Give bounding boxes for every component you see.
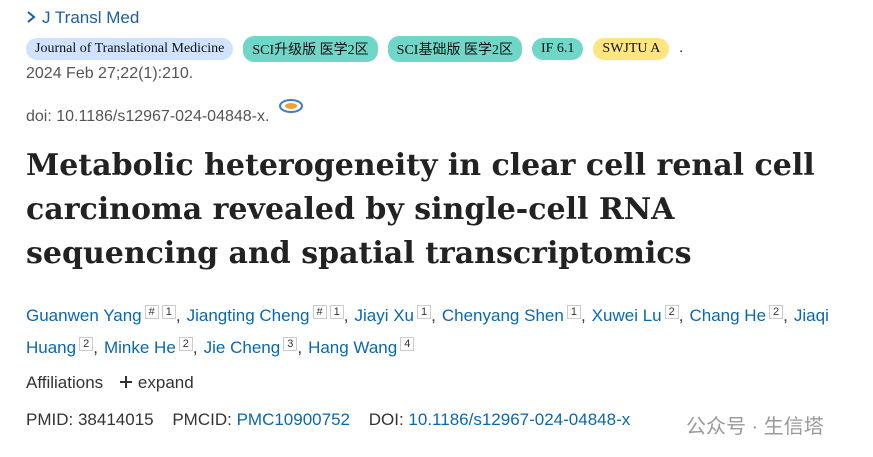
badge[interactable]: SCI升级版 医学2区 [243,36,378,62]
badge[interactable]: Journal of Translational Medicine [26,38,234,60]
author-name[interactable]: Xuwei Lu [591,306,662,325]
authors: Guanwen Yang #1, Jiangting Cheng #1, Jiayi X… [26,298,856,362]
author-affiliation-mark[interactable]: 4 [400,337,415,351]
chevron-icon [27,11,36,23]
author-affiliation-mark[interactable]: 2 [769,305,784,319]
plus-icon[interactable] [118,374,134,390]
author-separator: , [580,306,586,325]
doi: doi: 10.1186/s12967-024-04848-x. [26,108,270,125]
author-name[interactable]: Jiangting Cheng [186,306,310,325]
author-name[interactable]: Hang Wang [308,338,398,357]
author-separator: , [297,338,303,357]
author-name[interactable]: Jiaqi Huang [26,306,829,357]
author-affiliation-mark[interactable]: 1 [329,305,344,319]
badge[interactable]: SCI基础版 医学2区 [387,36,522,62]
author-affiliation-mark[interactable]: 2 [664,305,679,319]
expand-button[interactable]: expand [137,373,194,392]
author-affiliation-mark[interactable]: 1 [161,305,176,319]
journal-row: J Transl Med [26,8,139,28]
author-separator: , [93,338,98,357]
doi-icon[interactable] [278,97,304,115]
watermark: 公众号 · 生信塔 [686,416,824,438]
ids-row: PMID: 38414015 PMCID: PMC10900752 DOI: 1… [26,410,630,430]
affiliations-label: Affiliations [26,373,104,392]
badge[interactable]: IF 6.1 [531,38,584,60]
pmid-label: PMID: [26,410,74,429]
author-name[interactable]: Jiayi Xu [354,306,415,325]
author-name[interactable]: Minke He [103,338,176,357]
author-separator: , [783,306,788,325]
badge-suffix: . [679,41,683,56]
author-affiliation-mark[interactable]: 1 [417,305,432,319]
pmcid-link[interactable]: PMC10900752 [236,410,350,429]
article-title: Metabolic heterogeneity in clear cell re… [26,148,815,271]
badge[interactable]: SWJTU A [593,38,670,60]
pmid: 38414015 [77,410,154,429]
doi-label: DOI: [368,410,404,429]
doi-link[interactable]: 10.1186/s12967-024-04848-x [408,410,631,429]
author-name[interactable]: Chenyang Shen [441,306,564,325]
author-affiliation-mark[interactable]: 2 [178,337,193,351]
doi-row: doi: 10.1186/s12967-024-04848-x. [26,97,304,126]
author-affiliation-mark[interactable]: 3 [283,337,298,351]
author-affiliation-mark[interactable]: 1 [566,305,581,319]
author-affiliation-mark[interactable]: # [144,305,159,319]
author-separator: , [678,306,684,325]
author-separator: , [175,306,181,325]
author-separator: , [343,306,349,325]
badges: Journal of Translational Medicine SCI升级版 … [26,36,683,62]
author-name[interactable]: Guanwen Yang [26,306,142,325]
author-affiliation-mark[interactable]: # [312,305,327,319]
author-affiliation-mark[interactable]: 2 [79,337,94,351]
affiliations-row: Affiliations expand [26,373,194,393]
pmcid-label: PMCID: [172,410,232,429]
author-separator: , [192,338,198,357]
author-separator: , [431,306,436,325]
journal-link[interactable]: J Transl Med [42,8,140,27]
author-name[interactable]: Jie Cheng [203,338,281,357]
author-name[interactable]: Chang He [689,306,767,325]
citation: 2024 Feb 27;22(1):210. [26,65,194,82]
